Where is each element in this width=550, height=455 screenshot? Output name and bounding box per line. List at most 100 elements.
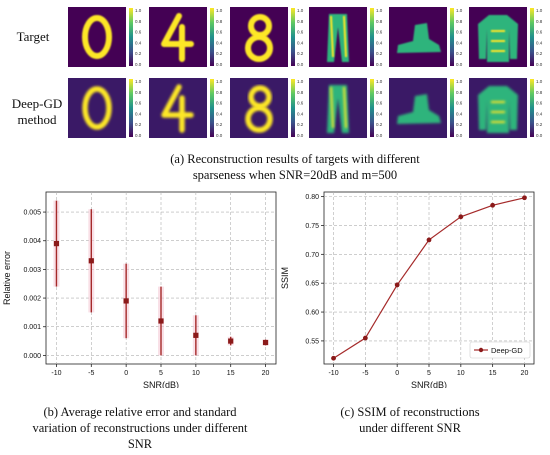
colorbar-tick-label: 0.8 — [536, 19, 543, 24]
colorbar — [450, 8, 454, 66]
colorbar-tick-label: 0.2 — [297, 51, 304, 56]
colorbar — [370, 79, 374, 137]
thumbnail-ankle-boot-target: 1.0 0.8 0.6 0.4 0.2 0.0 — [389, 7, 467, 72]
colorbar-tick-label: 0.4 — [297, 40, 304, 45]
colorbar-tick-label: 0.2 — [135, 51, 142, 56]
data-point — [490, 202, 496, 208]
colorbar-tick-label: 0.8 — [536, 90, 543, 95]
caption-c: (c) SSIM of reconstructions under differ… — [340, 405, 480, 435]
colorbar-tick-label: 0.2 — [456, 122, 463, 127]
legend-marker — [478, 347, 484, 353]
colorbar-tick-label: 0.4 — [456, 111, 463, 116]
x-tick-label: 20 — [262, 370, 270, 377]
colorbar-tick-label: 0.4 — [376, 40, 383, 45]
colorbar-tick-label: 0.2 — [376, 122, 383, 127]
sweater-highlight — [491, 30, 505, 52]
colorbar — [291, 8, 295, 66]
x-tick-label: -10 — [328, 370, 338, 377]
colorbar — [291, 79, 295, 137]
colorbar-tick-label: 0.4 — [216, 40, 223, 45]
colorbar-tick-label: 0.4 — [216, 111, 223, 116]
colorbar-tick-label: 0.0 — [376, 133, 383, 138]
colorbar — [530, 79, 534, 137]
sweater-shape — [478, 15, 518, 62]
y-tick-label: 0.002 — [23, 296, 41, 303]
thumbnail-sweater-reconstruction: 1.0 0.8 0.6 0.4 0.2 0.0 — [469, 78, 547, 143]
colorbar-tick-label: 0.4 — [536, 40, 543, 45]
colorbar — [530, 8, 534, 66]
thumbnail-trousers-target: 1.0 0.8 0.6 0.4 0.2 0.0 — [309, 7, 387, 72]
row-label-deep-gd: Deep-GD method — [11, 96, 63, 127]
colorbar-tick-label: 0.0 — [456, 133, 463, 138]
data-point — [228, 338, 234, 344]
data-point — [123, 298, 129, 304]
colorbar-tick-label: 0.0 — [297, 62, 304, 67]
colorbar-tick-label: 0.8 — [135, 90, 142, 95]
colorbar-tick-label: 1.0 — [216, 79, 223, 84]
colorbar-tick-label: 0.6 — [536, 101, 543, 106]
colorbar-tick-label: 0.4 — [456, 40, 463, 45]
colorbar-tick-label: 0.0 — [536, 133, 543, 138]
data-point — [262, 339, 269, 346]
colorbar-tick-label: 1.0 — [297, 79, 304, 84]
colorbar-tick-label: 0.6 — [216, 101, 223, 106]
digit-eight-bottom — [245, 105, 273, 133]
digit-eight-bottom — [245, 34, 273, 62]
thumbnail-digit-4-target: 1.0 0.8 0.6 0.4 0.2 0.0 — [149, 7, 227, 72]
colorbar-tick-label: 0.6 — [135, 30, 142, 35]
colorbar-tick-label: 0.2 — [456, 51, 463, 56]
sweater-shape — [478, 86, 518, 133]
colorbar-tick-label: 0.6 — [297, 30, 304, 35]
colorbar-tick-label: 1.0 — [297, 8, 304, 13]
digit-zero-shape — [82, 15, 112, 59]
y-tick-label: 0.55 — [305, 338, 319, 345]
x-axis-label: SNR(dB) — [411, 380, 447, 388]
data-point — [458, 214, 464, 220]
colorbar-tick-label: 0.8 — [216, 19, 223, 24]
thumbnail-digit-0-reconstruction: 1.0 0.8 0.6 0.4 0.2 0.0 — [68, 78, 146, 143]
digit-four-shape — [161, 84, 194, 133]
thumbnail-sweater-target: 1.0 0.8 0.6 0.4 0.2 0.0 — [469, 7, 547, 72]
colorbar-tick-label: 1.0 — [456, 79, 463, 84]
colorbar-tick-label: 1.0 — [536, 79, 543, 84]
colorbar-tick-label: 0.0 — [135, 62, 142, 67]
thumbnail-ankle-boot-reconstruction: 1.0 0.8 0.6 0.4 0.2 0.0 — [389, 78, 467, 143]
caption-a: (a) Reconstruction results of targets wi… — [170, 152, 420, 182]
colorbar-tick-label: 0.8 — [376, 19, 383, 24]
colorbar-tick-label: 0.2 — [135, 122, 142, 127]
colorbar-tick-label: 1.0 — [376, 8, 383, 13]
data-point — [88, 258, 94, 264]
colorbar-tick-label: 0.8 — [297, 19, 304, 24]
trousers-highlight — [330, 15, 347, 58]
x-tick-label: 10 — [192, 370, 200, 377]
x-tick-label: -10 — [51, 370, 61, 377]
y-tick-label: 0.000 — [23, 353, 41, 360]
y-tick-label: 0.003 — [23, 267, 41, 274]
x-tick-label: 0 — [124, 370, 128, 377]
colorbar — [129, 79, 133, 137]
data-point — [426, 237, 432, 243]
y-tick-label: 0.65 — [305, 281, 319, 288]
y-tick-label: 0.005 — [23, 210, 41, 217]
colorbar-tick-label: 0.4 — [297, 111, 304, 116]
colorbar-tick-label: 1.0 — [456, 8, 463, 13]
x-tick-label: 15 — [227, 370, 235, 377]
colorbar-tick-label: 0.0 — [297, 133, 304, 138]
ssim-chart: -10 -5 0 5 10 15 20 0.55 0.60 0.65 0.70 0.75 0.80 SNR… — [280, 191, 535, 388]
x-tick-label: 10 — [457, 370, 465, 377]
x-tick-label: -5 — [88, 370, 94, 377]
thumbnail-digit-4-reconstruction: 1.0 0.8 0.6 0.4 0.2 0.0 — [149, 78, 227, 143]
data-point — [53, 241, 60, 247]
colorbar — [450, 79, 454, 137]
data-point — [331, 355, 336, 361]
colorbar-tick-label: 0.4 — [135, 40, 142, 45]
colorbar-tick-label: 0.6 — [456, 101, 463, 106]
colorbar-tick-label: 0.6 — [376, 30, 383, 35]
colorbar-tick-label: 0.6 — [376, 101, 383, 106]
colorbar-tick-label: 0.4 — [376, 111, 383, 116]
data-point — [522, 195, 527, 201]
colorbar-tick-label: 1.0 — [135, 79, 142, 84]
thumbnail-trousers-reconstruction: 1.0 0.8 0.6 0.4 0.2 0.0 — [309, 78, 387, 143]
colorbar-tick-label: 0.8 — [135, 19, 142, 24]
y-tick-label: 0.001 — [23, 324, 41, 331]
